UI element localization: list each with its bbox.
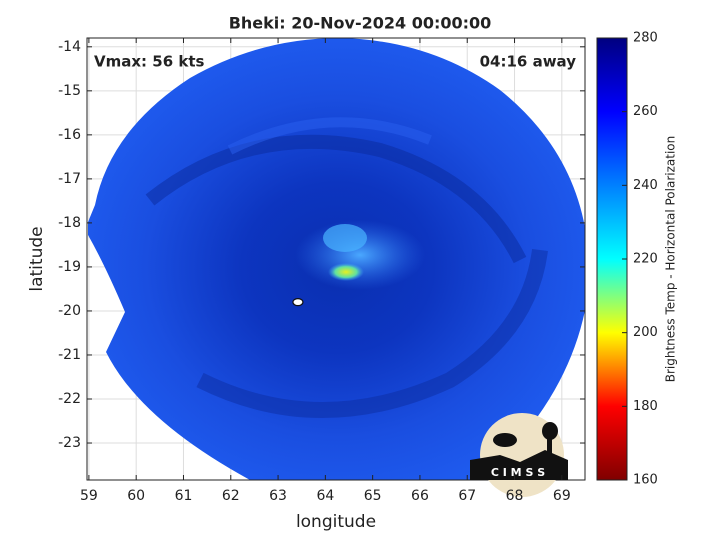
x-tick-label: 64 [316, 488, 334, 504]
x-tick-label: 68 [506, 488, 524, 504]
colorbar-tick-label: 260 [633, 104, 658, 119]
convection [323, 224, 367, 252]
rain-band [196, 248, 548, 418]
x-tick-label: 65 [364, 488, 382, 504]
logo-dish [493, 433, 517, 447]
y-tick-label: -19 [58, 259, 81, 275]
logo-text: C I M S S [491, 466, 545, 479]
x-tick-label: 66 [411, 488, 429, 504]
colorbar-tick-label: 200 [633, 325, 658, 340]
y-tick-label: -14 [58, 39, 81, 55]
y-tick-label: -18 [58, 215, 81, 231]
annotation: 04:16 away [480, 53, 577, 71]
convection-core [328, 263, 364, 281]
logo-ground [470, 450, 568, 480]
colorbar-label: Brightness Temp - Horizontal Polarizatio… [664, 136, 678, 383]
x-tick-label: 59 [80, 488, 98, 504]
storm-center [292, 298, 304, 307]
y-tick-label: -20 [58, 303, 81, 319]
y-tick-label: -17 [58, 171, 81, 187]
x-tick-label: 62 [222, 488, 240, 504]
colorbar-tick-label: 240 [633, 178, 658, 193]
colorbar-tick-label: 180 [633, 399, 658, 414]
colorbar-tick-label: 160 [633, 473, 658, 488]
colorbar-tick-label: 280 [633, 31, 658, 46]
plot-frame [86, 37, 586, 481]
x-tick-label: 67 [458, 488, 476, 504]
microwave-image [88, 38, 585, 480]
y-tick-label: -22 [58, 391, 81, 407]
x-tick-label: 60 [127, 488, 145, 504]
y-tick-label: -23 [58, 435, 81, 451]
y-axis-label: latitude [27, 226, 47, 291]
y-tick-label: -21 [58, 347, 81, 363]
annotation: Vmax: 56 kts [94, 53, 204, 71]
logo: C I M S S [470, 413, 568, 497]
x-axis-label: longitude [296, 512, 376, 532]
x-tick-label: 61 [175, 488, 193, 504]
rain-band [227, 117, 432, 155]
logo-tower [542, 422, 558, 440]
x-tick-label: 69 [553, 488, 571, 504]
y-tick-label: -16 [58, 127, 81, 143]
chart-title: Bheki: 20-Nov-2024 00:00:00 [229, 14, 492, 33]
rain-band [145, 134, 527, 264]
y-tick-label: -15 [58, 83, 81, 99]
x-tick-label: 63 [269, 488, 287, 504]
colorbar-tick-label: 220 [633, 252, 658, 267]
logo-tower [547, 438, 552, 460]
